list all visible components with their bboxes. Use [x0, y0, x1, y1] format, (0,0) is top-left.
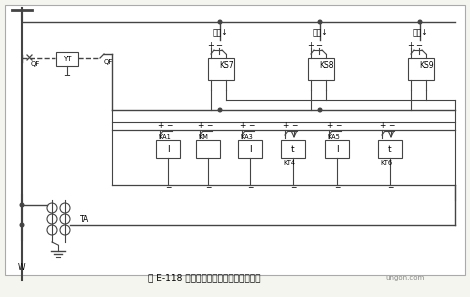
Text: KA5: KA5 [327, 134, 340, 140]
Bar [196, 140, 220, 158]
Text: +: + [208, 42, 214, 50]
Bar [56, 52, 78, 66]
Text: TA: TA [80, 216, 89, 225]
Text: t: t [388, 145, 392, 154]
Text: −: − [166, 121, 172, 130]
Text: ungon.com: ungon.com [385, 275, 424, 281]
Circle shape [218, 108, 222, 112]
Text: KA3: KA3 [240, 134, 253, 140]
Text: KS8: KS8 [319, 61, 334, 70]
Circle shape [20, 203, 24, 207]
Circle shape [418, 20, 422, 24]
Text: −: − [388, 121, 394, 130]
Text: −: − [415, 42, 423, 50]
Text: I: I [336, 145, 338, 154]
Text: −: − [247, 184, 253, 192]
Bar [156, 140, 180, 158]
Bar [378, 140, 402, 158]
Text: −: − [335, 121, 341, 130]
Bar [281, 140, 305, 158]
Circle shape [47, 203, 57, 213]
Text: 图 E-118 三段式零序电流保护原理接线图: 图 E-118 三段式零序电流保护原理接线图 [148, 274, 260, 282]
Text: −: − [63, 72, 70, 80]
Text: KT6: KT6 [380, 160, 392, 166]
Circle shape [318, 20, 322, 24]
Text: −: − [165, 184, 171, 192]
Text: +: + [197, 121, 203, 130]
Text: +: + [239, 121, 245, 130]
Text: I: I [249, 145, 251, 154]
Circle shape [47, 225, 57, 235]
Text: +: + [379, 121, 385, 130]
Text: 信号↓: 信号↓ [412, 29, 428, 37]
Text: YT: YT [63, 56, 71, 62]
Text: −: − [334, 184, 340, 192]
Text: −: − [291, 121, 297, 130]
Text: −: − [216, 42, 222, 50]
Text: −: − [206, 121, 212, 130]
Text: −: − [387, 184, 393, 192]
Text: W: W [18, 263, 26, 273]
Bar [208, 58, 234, 80]
Bar [238, 140, 262, 158]
Circle shape [60, 214, 70, 224]
Circle shape [47, 214, 57, 224]
Text: QF: QF [103, 59, 113, 65]
Text: QF: QF [30, 61, 39, 67]
Text: +: + [326, 121, 332, 130]
Text: t: t [291, 145, 295, 154]
Circle shape [60, 225, 70, 235]
Text: +: + [282, 121, 288, 130]
Text: 信号↓: 信号↓ [312, 29, 328, 37]
Bar [408, 58, 434, 80]
Text: −: − [290, 184, 296, 192]
Text: I: I [167, 145, 169, 154]
Text: KM: KM [198, 134, 208, 140]
Text: KT4: KT4 [283, 160, 295, 166]
Circle shape [60, 203, 70, 213]
Text: +: + [307, 42, 314, 50]
Circle shape [318, 108, 322, 112]
Text: KS9: KS9 [419, 61, 434, 70]
Circle shape [20, 223, 24, 227]
Bar [308, 58, 334, 80]
Text: +: + [157, 121, 163, 130]
Text: −: − [248, 121, 254, 130]
Circle shape [218, 20, 222, 24]
Text: −: − [205, 184, 211, 192]
Text: KS7: KS7 [219, 61, 234, 70]
Text: +: + [407, 42, 415, 50]
Text: KA1: KA1 [158, 134, 171, 140]
Text: 信号↓: 信号↓ [212, 29, 228, 37]
Bar [325, 140, 349, 158]
Text: −: − [315, 42, 322, 50]
